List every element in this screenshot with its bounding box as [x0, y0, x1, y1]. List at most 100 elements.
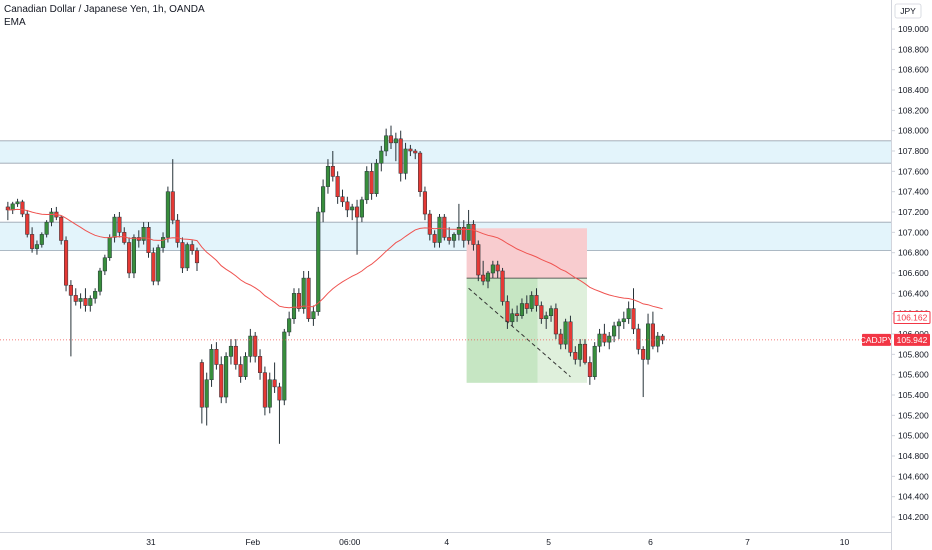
price-tick-label-16: 105.800	[898, 349, 929, 359]
candle-54	[267, 372, 272, 414]
candle-body	[301, 277, 306, 309]
candle-body	[452, 234, 457, 241]
candle-121	[592, 342, 597, 380]
price-tick-label-20: 105.000	[898, 431, 929, 441]
candle-body	[165, 191, 170, 238]
candle-85	[418, 151, 423, 197]
price-tick-label-7: 107.600	[898, 166, 929, 176]
candle-50	[248, 328, 253, 363]
candle-body	[224, 356, 229, 398]
candle-71	[350, 203, 355, 221]
candle-45	[224, 352, 229, 404]
candle-body	[97, 270, 103, 292]
candle-74	[364, 166, 369, 204]
candle-body	[544, 315, 549, 320]
candle-body	[141, 227, 146, 241]
candle-131	[641, 346, 646, 398]
candle-body	[136, 237, 141, 241]
candle-37	[185, 242, 190, 271]
candle-115	[563, 318, 568, 350]
candle-27	[136, 230, 141, 248]
candle-body	[582, 343, 588, 363]
candle-59	[291, 288, 297, 324]
candle-body	[83, 298, 88, 306]
price-tick-label-10: 107.000	[898, 227, 929, 237]
candle-68	[335, 171, 340, 204]
candle-41	[204, 372, 209, 426]
candle-body	[262, 372, 267, 408]
candle-body	[621, 318, 626, 323]
candle-body	[403, 148, 408, 174]
candle-132	[646, 313, 651, 365]
candle-9	[49, 207, 54, 227]
candle-body	[641, 349, 646, 360]
candle-body	[476, 244, 481, 276]
candle-63	[311, 305, 316, 326]
candle-body	[495, 264, 500, 272]
candle-body	[287, 318, 292, 333]
candle-body	[607, 335, 612, 343]
candle-114	[558, 328, 563, 350]
candle-body	[374, 162, 379, 194]
candle-102	[500, 267, 505, 306]
candle-86	[422, 186, 427, 221]
candle-130	[636, 323, 641, 355]
candle-body	[204, 379, 209, 408]
candle-body	[30, 234, 35, 249]
candle-body	[151, 252, 156, 282]
trend-line[interactable]	[468, 287, 571, 378]
candle-30	[151, 247, 156, 286]
price-tick-label-11: 106.800	[898, 248, 929, 258]
zone-0	[0, 140, 891, 164]
candle-body	[408, 148, 413, 152]
price-tick-label-3: 108.400	[898, 85, 929, 95]
last-price-tag-box	[894, 333, 930, 346]
candle-body	[437, 216, 442, 243]
ema-price-tag-box	[893, 311, 931, 325]
candle-119	[582, 339, 588, 365]
candle-body	[616, 321, 622, 327]
candle-body	[442, 216, 447, 238]
price-axis[interactable]: JPY 109.000 108.800 108.600 108.400 108.200 10…	[891, 0, 929, 550]
candle-3	[20, 199, 25, 218]
time-tick-label-3: 4	[444, 537, 449, 547]
candle-8	[44, 220, 49, 238]
price-tick-label-8: 107.400	[898, 187, 929, 197]
candle-7	[39, 232, 44, 248]
candle-body	[59, 216, 64, 241]
candle-body	[306, 277, 311, 320]
candle-14	[73, 288, 78, 306]
candle-body	[539, 305, 544, 320]
candle-body	[282, 331, 287, 401]
candle-100	[490, 260, 495, 279]
candle-26	[131, 234, 136, 279]
candle-body	[44, 221, 49, 235]
price-tick-label-5: 108.000	[898, 126, 929, 136]
candle-77	[379, 145, 384, 172]
candle-body	[325, 166, 330, 187]
candle-112	[549, 305, 554, 322]
candle-body	[248, 335, 253, 357]
ema-polyline	[7, 208, 663, 310]
candle-body	[214, 349, 219, 365]
candlestick-series	[5, 125, 665, 444]
candle-117	[573, 346, 578, 365]
candle-body	[321, 186, 326, 213]
candle-13	[68, 280, 73, 357]
candle-body	[379, 150, 384, 164]
candle-67	[330, 151, 335, 182]
candle-78	[384, 128, 389, 157]
candle-84	[413, 148, 418, 160]
candle-35	[175, 214, 180, 248]
candle-125	[612, 321, 617, 343]
candle-135	[660, 334, 665, 345]
candle-body	[447, 237, 452, 241]
candle-93	[456, 203, 461, 241]
candle-75	[369, 163, 374, 200]
candle-79	[388, 125, 394, 149]
candle-2	[15, 198, 20, 207]
time-tick-label-5: 6	[648, 537, 653, 547]
candle-body	[73, 295, 78, 302]
